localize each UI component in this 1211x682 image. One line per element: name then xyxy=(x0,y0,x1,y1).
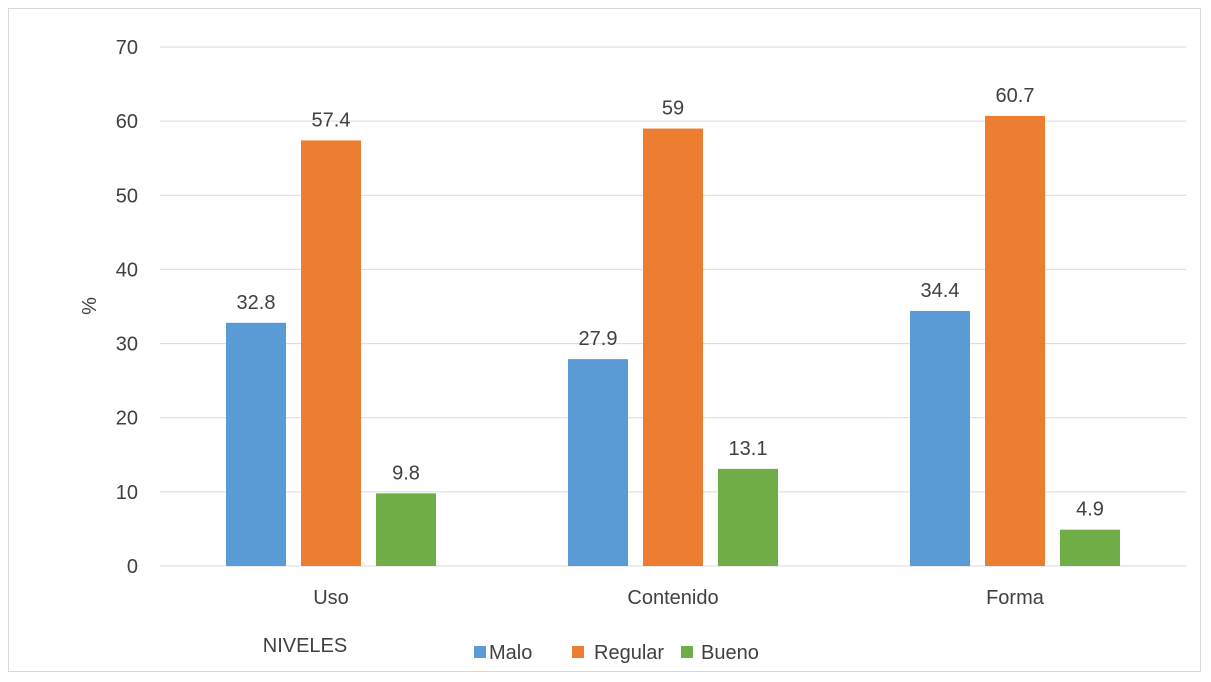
bar-regular-uso xyxy=(301,140,361,567)
x-tick-label: Uso xyxy=(313,587,349,609)
bar-bueno-forma xyxy=(1060,529,1120,566)
legend-label-bueno: Bueno xyxy=(701,642,759,664)
data-label: 32.8 xyxy=(237,292,276,314)
data-label: 59 xyxy=(662,98,684,120)
data-label: 27.9 xyxy=(579,328,618,350)
y-tick-label: 60 xyxy=(116,111,138,133)
x-tick-labels: Uso Contenido Forma xyxy=(313,587,1045,609)
data-labels: 32.8 57.4 9.8 27.9 59 13.1 34.4 60.7 4.9 xyxy=(237,85,1104,521)
y-tick-label: 30 xyxy=(116,334,138,356)
bar-malo-forma xyxy=(910,310,970,566)
legend-label-regular: Regular xyxy=(594,642,664,664)
data-label: 60.7 xyxy=(996,85,1035,107)
bar-bueno-uso xyxy=(376,493,436,566)
y-tick-label: 70 xyxy=(116,37,138,59)
data-label: 4.9 xyxy=(1076,499,1104,521)
legend-swatch-bueno xyxy=(681,646,693,658)
bar-regular-forma xyxy=(985,115,1045,567)
data-label: 57.4 xyxy=(312,109,351,131)
data-label: 34.4 xyxy=(921,280,960,302)
x-axis-label: NIVELES xyxy=(263,635,347,657)
legend-label-malo: Malo xyxy=(489,642,532,664)
legend: Malo Regular Bueno xyxy=(474,642,759,664)
y-tick-label: 40 xyxy=(116,259,138,281)
y-axis-label: % xyxy=(79,297,101,315)
x-tick-label: Forma xyxy=(986,587,1045,609)
bar-malo-uso xyxy=(226,322,286,566)
x-tick-label: Contenido xyxy=(627,587,718,609)
y-tick-label: 20 xyxy=(116,408,138,430)
bar-malo-contenido xyxy=(568,359,628,566)
y-tick-label: 50 xyxy=(116,185,138,207)
legend-swatch-malo xyxy=(474,646,486,658)
data-label: 9.8 xyxy=(392,462,420,484)
bars xyxy=(226,115,1120,567)
data-label: 13.1 xyxy=(729,438,768,460)
y-tick-labels: 0 10 20 30 40 50 60 70 xyxy=(116,37,138,578)
legend-swatch-regular xyxy=(572,646,584,658)
bar-bueno-contenido xyxy=(718,468,778,566)
bar-regular-contenido xyxy=(643,128,703,567)
y-tick-label: 10 xyxy=(116,482,138,504)
y-tick-label: 0 xyxy=(127,556,138,578)
